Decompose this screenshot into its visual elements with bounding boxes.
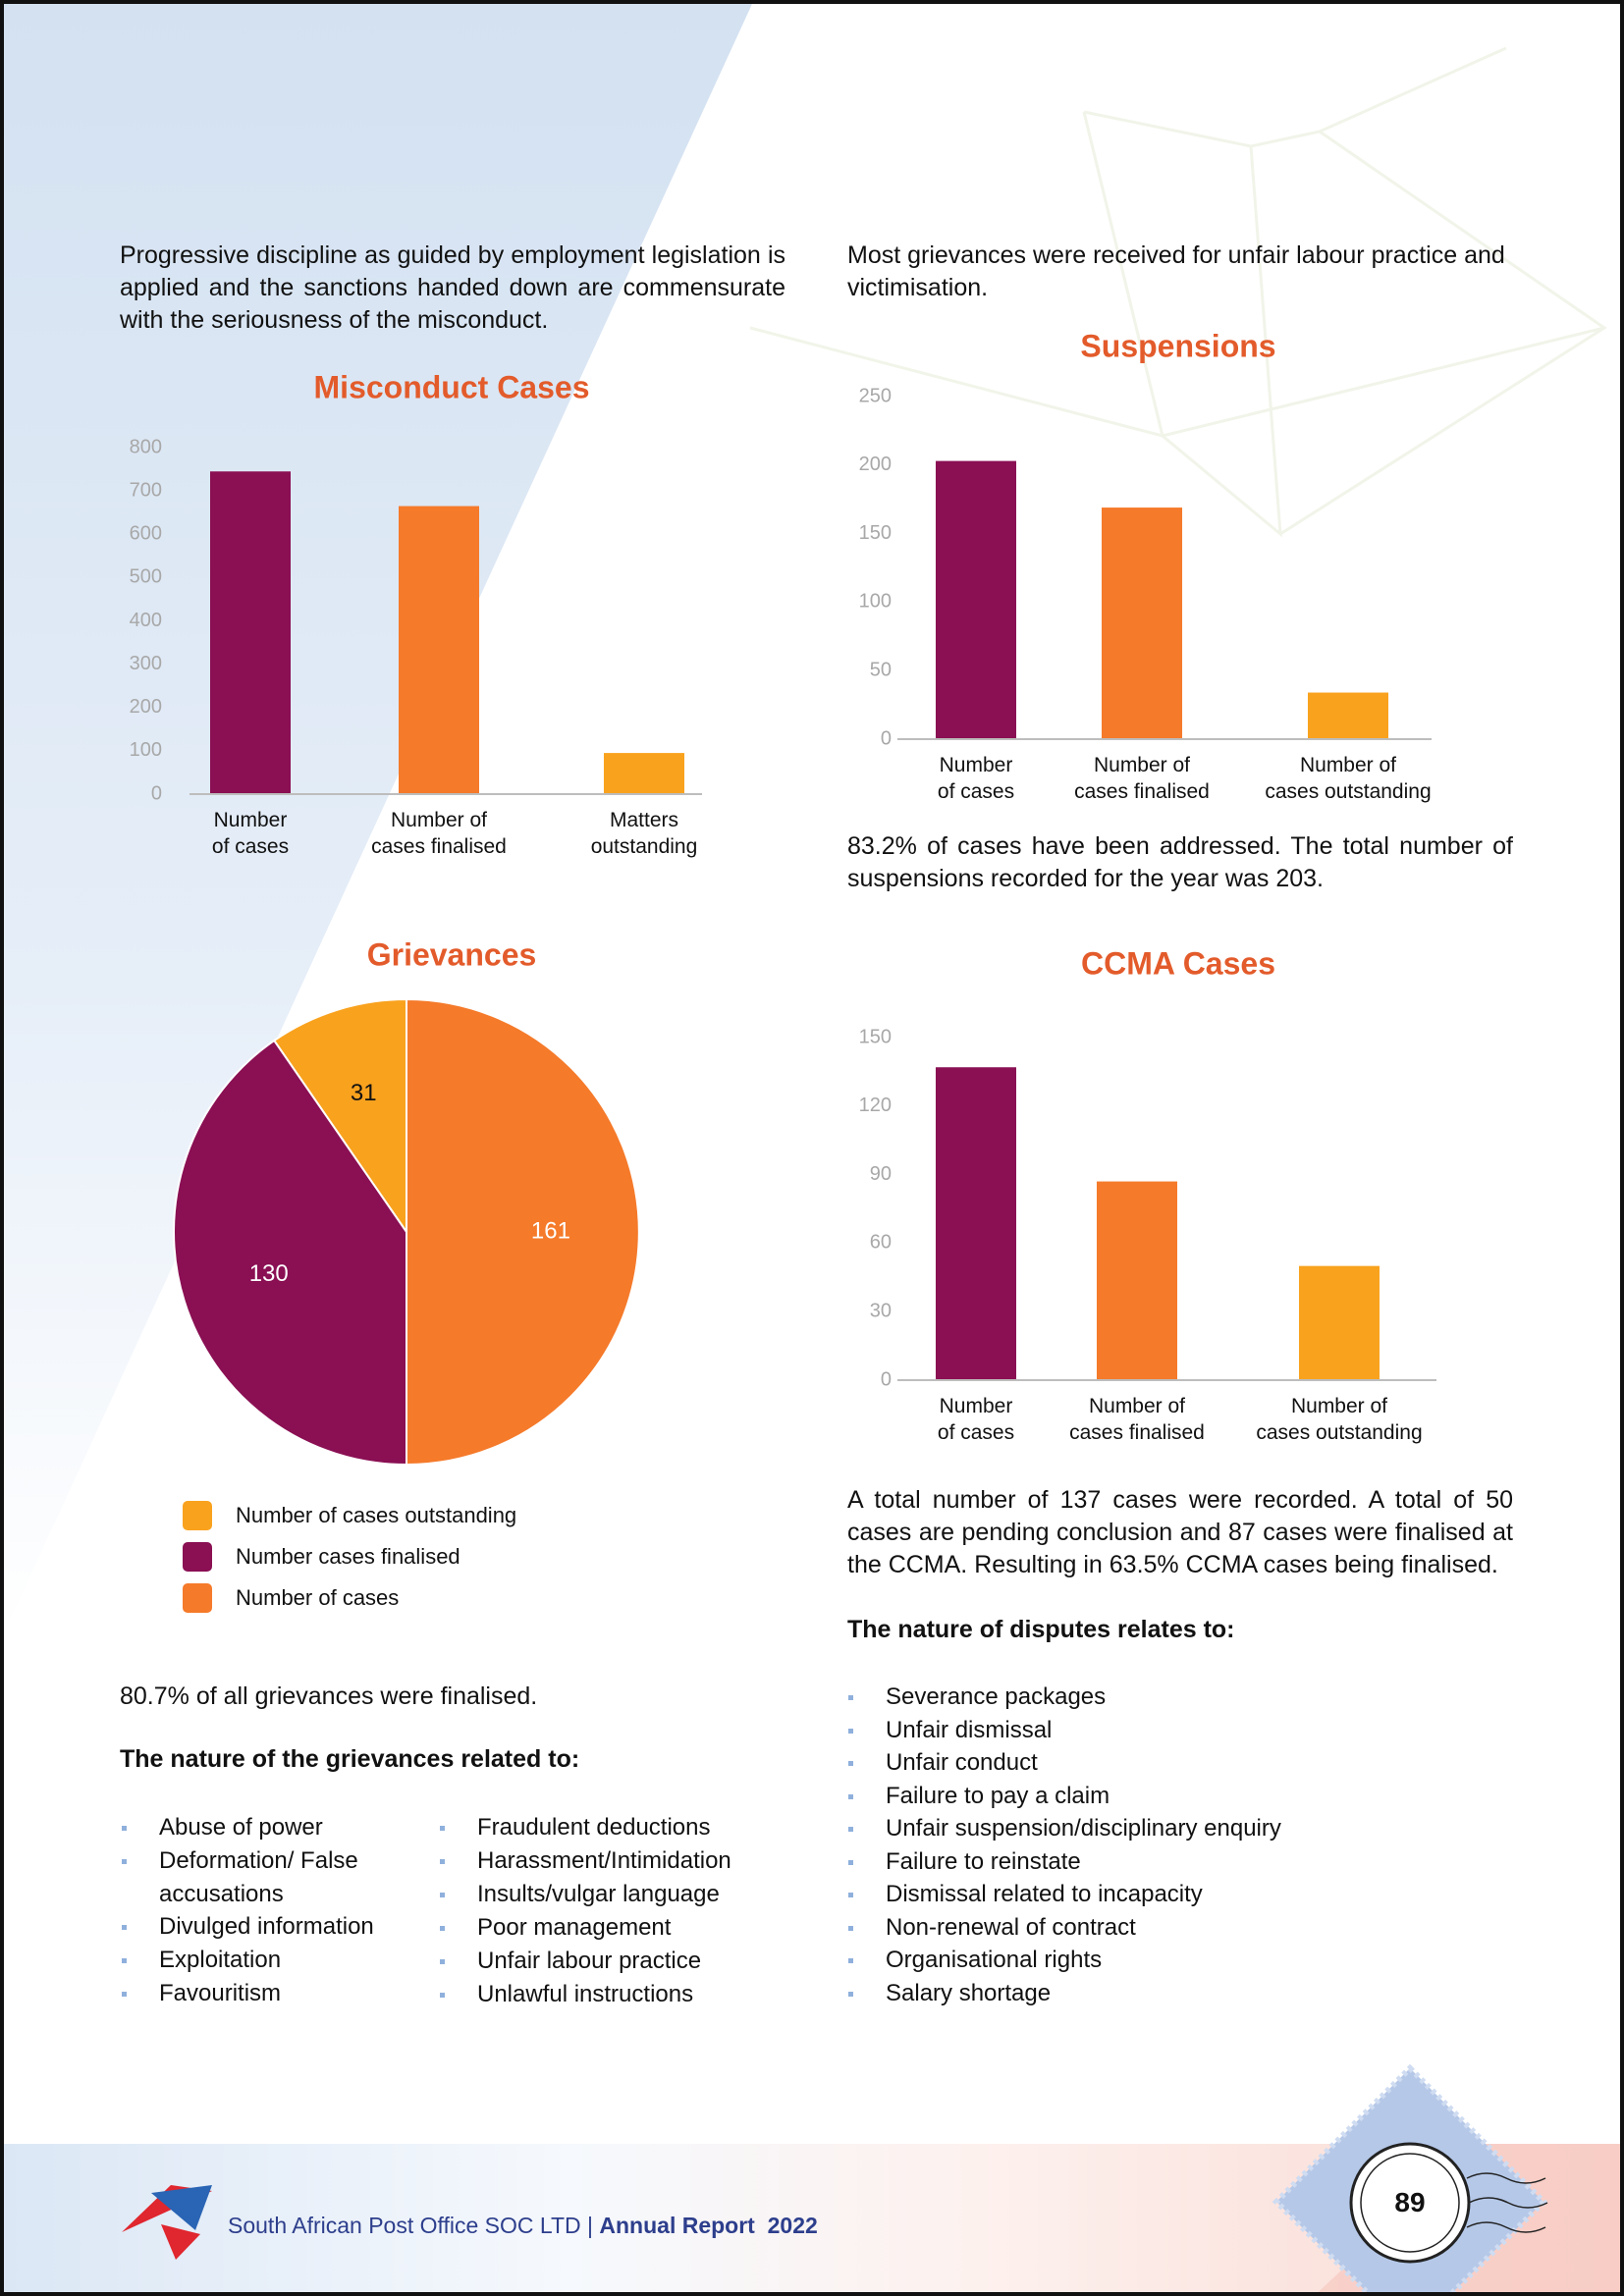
list-item: Unlawful instructions [440,1978,772,2011]
legend-label: Number of cases outstanding [236,1503,517,1527]
footer-text: South African Post Office SOC LTD | Annu… [228,2213,818,2239]
y-tick-label: 30 [870,1300,892,1321]
y-tick-label: 0 [151,782,162,804]
x-tick-label: Number of cases outstanding [1256,1395,1423,1444]
network-decoration [749,46,1607,538]
y-tick-label: 300 [130,653,162,674]
x-tick-label: Matters outstanding [590,809,698,858]
bar [210,471,291,794]
y-tick-label: 150 [859,1026,892,1047]
y-tick-label: 200 [130,696,162,718]
y-tick-label: 500 [130,566,162,588]
list-item: Salary shortage [847,1977,1051,2010]
data-label: 161 [531,1217,570,1244]
footer-report: Annual Report 2022 [599,2213,818,2238]
y-tick-label: 50 [870,659,892,680]
pie-slice [272,997,407,1236]
bar [1097,1181,1177,1380]
list-item: Non-renewal of contract [848,1911,1136,1945]
bar [1102,507,1182,739]
y-tick-label: 100 [859,591,892,613]
bar [936,1067,1016,1380]
y-tick-label: 600 [130,523,162,545]
list-item: Unfair conduct [848,1746,1038,1780]
artwork: 0100200300400500600700800050100150200250… [4,4,1620,2292]
x-tick-label: Number of cases [211,809,290,858]
bar [1299,1265,1380,1380]
page-number: 89 [1394,2187,1426,2217]
y-tick-label: 150 [859,522,892,544]
list-item: Fraudulent deductions [440,1811,772,1844]
y-tick-label: 90 [870,1163,892,1185]
list-item: Favouritism [122,1977,405,2010]
data-label: 130 [249,1260,289,1287]
y-tick-label: 60 [870,1232,892,1254]
heading: The nature of the grievances related to: [120,1745,580,1773]
list-item: Unfair suspension/disciplinary enquiry [848,1812,1281,1845]
footer-company: South African Post Office SOC LTD | [228,2213,593,2238]
legend-label: Number cases finalised [236,1544,460,1569]
x-tick-label: Number of cases finalised [1069,1395,1205,1444]
pie-slice [172,1039,407,1467]
y-tick-label: 700 [130,479,162,501]
paragraph: Most grievances were received for unfair… [847,241,1505,301]
y-tick-label: 800 [130,436,162,457]
chart-title: Suspensions [1080,328,1276,364]
stamp [1272,2063,1620,2292]
y-tick-label: 0 [881,727,892,749]
list-item: Failure to reinstate [848,1845,1081,1879]
x-tick-label: Number of cases finalised [1074,754,1210,803]
bar [399,506,479,794]
y-tick-label: 120 [859,1095,892,1116]
chart-title: CCMA Cases [1081,945,1275,982]
list-item: Poor management [440,1911,772,1945]
logo [122,2185,212,2260]
list-item: Unfair dismissal [847,1714,1052,1747]
chart-title: Misconduct Cases [313,369,590,405]
heading: The nature of disputes relates to: [847,1616,1235,1643]
chart-title: Grievances [366,936,537,973]
y-tick-label: 0 [881,1368,892,1390]
list-item: Severance packages [847,1681,1106,1714]
x-tick-label: Number of cases finalised [371,809,507,858]
legend-label: Number of cases [236,1585,400,1610]
bar [1308,692,1388,739]
data-label: 31 [351,1080,377,1106]
list-item: Insults/vulgar language [440,1878,772,1911]
bar [936,460,1016,739]
list-item: Exploitation [122,1944,405,1977]
paragraph: A total number of 137 cases were recorde… [847,1486,1513,1578]
list-item: Deformation/ False accusations [122,1844,405,1910]
x-tick-label: Number of cases [937,1395,1015,1444]
paragraph: 80.7% of all grievances were finalised. [120,1682,538,1710]
y-tick-label: 100 [130,739,162,761]
y-tick-label: 400 [130,610,162,631]
list-item: Unfair labour practice [440,1945,772,1978]
pie-slice [406,997,640,1467]
x-tick-label: Number of cases [937,754,1015,803]
list-item: Divulged information [122,1910,405,1944]
list-item: Abuse of power [122,1811,405,1844]
list-item: Dismissal related to incapacity [848,1878,1203,1911]
x-tick-label: Number of cases outstanding [1265,754,1432,803]
paragraph: Progressive discipline as guided by empl… [120,241,785,334]
legend-swatch [183,1501,212,1530]
list-item: Organisational rights [847,1944,1102,1977]
legend-swatch [183,1542,212,1572]
bar [604,753,684,794]
list-item: Failure to pay a claim [847,1780,1110,1813]
y-tick-label: 200 [859,454,892,475]
y-tick-label: 250 [859,385,892,406]
paragraph: 83.2% of cases have been addressed. The … [847,832,1513,892]
legend-swatch [183,1583,212,1613]
list-item: Harassment/Intimidation [440,1844,772,1878]
